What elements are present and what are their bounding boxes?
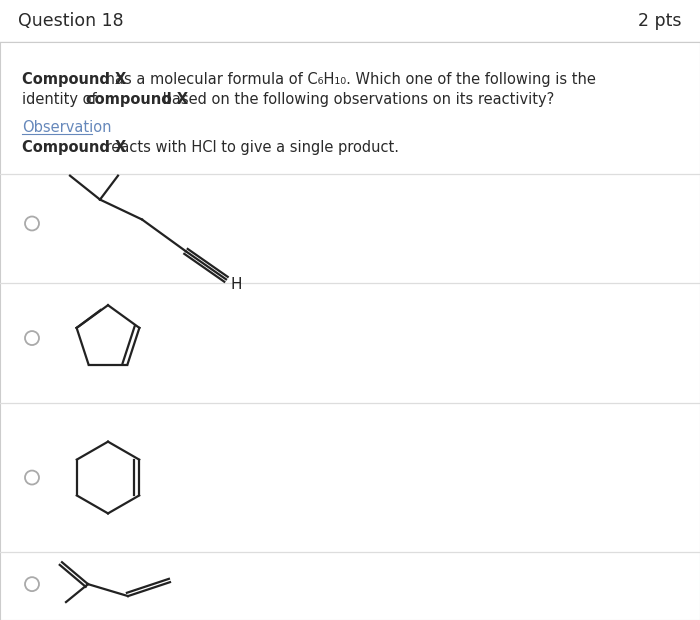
Text: H: H xyxy=(230,277,241,292)
Text: reacts with HCl to give a single product.: reacts with HCl to give a single product… xyxy=(101,140,399,155)
Text: Observation: Observation xyxy=(22,120,111,135)
Text: has a molecular formula of C₆H₁₀. Which one of the following is the: has a molecular formula of C₆H₁₀. Which … xyxy=(101,72,596,87)
Text: 2 pts: 2 pts xyxy=(638,12,682,30)
Text: identity of: identity of xyxy=(22,92,102,107)
Text: based on the following observations on its reactivity?: based on the following observations on i… xyxy=(158,92,554,107)
Text: Compound X: Compound X xyxy=(22,72,126,87)
Text: compound X: compound X xyxy=(86,92,188,107)
Text: Compound X: Compound X xyxy=(22,140,126,155)
Text: Question 18: Question 18 xyxy=(18,12,124,30)
